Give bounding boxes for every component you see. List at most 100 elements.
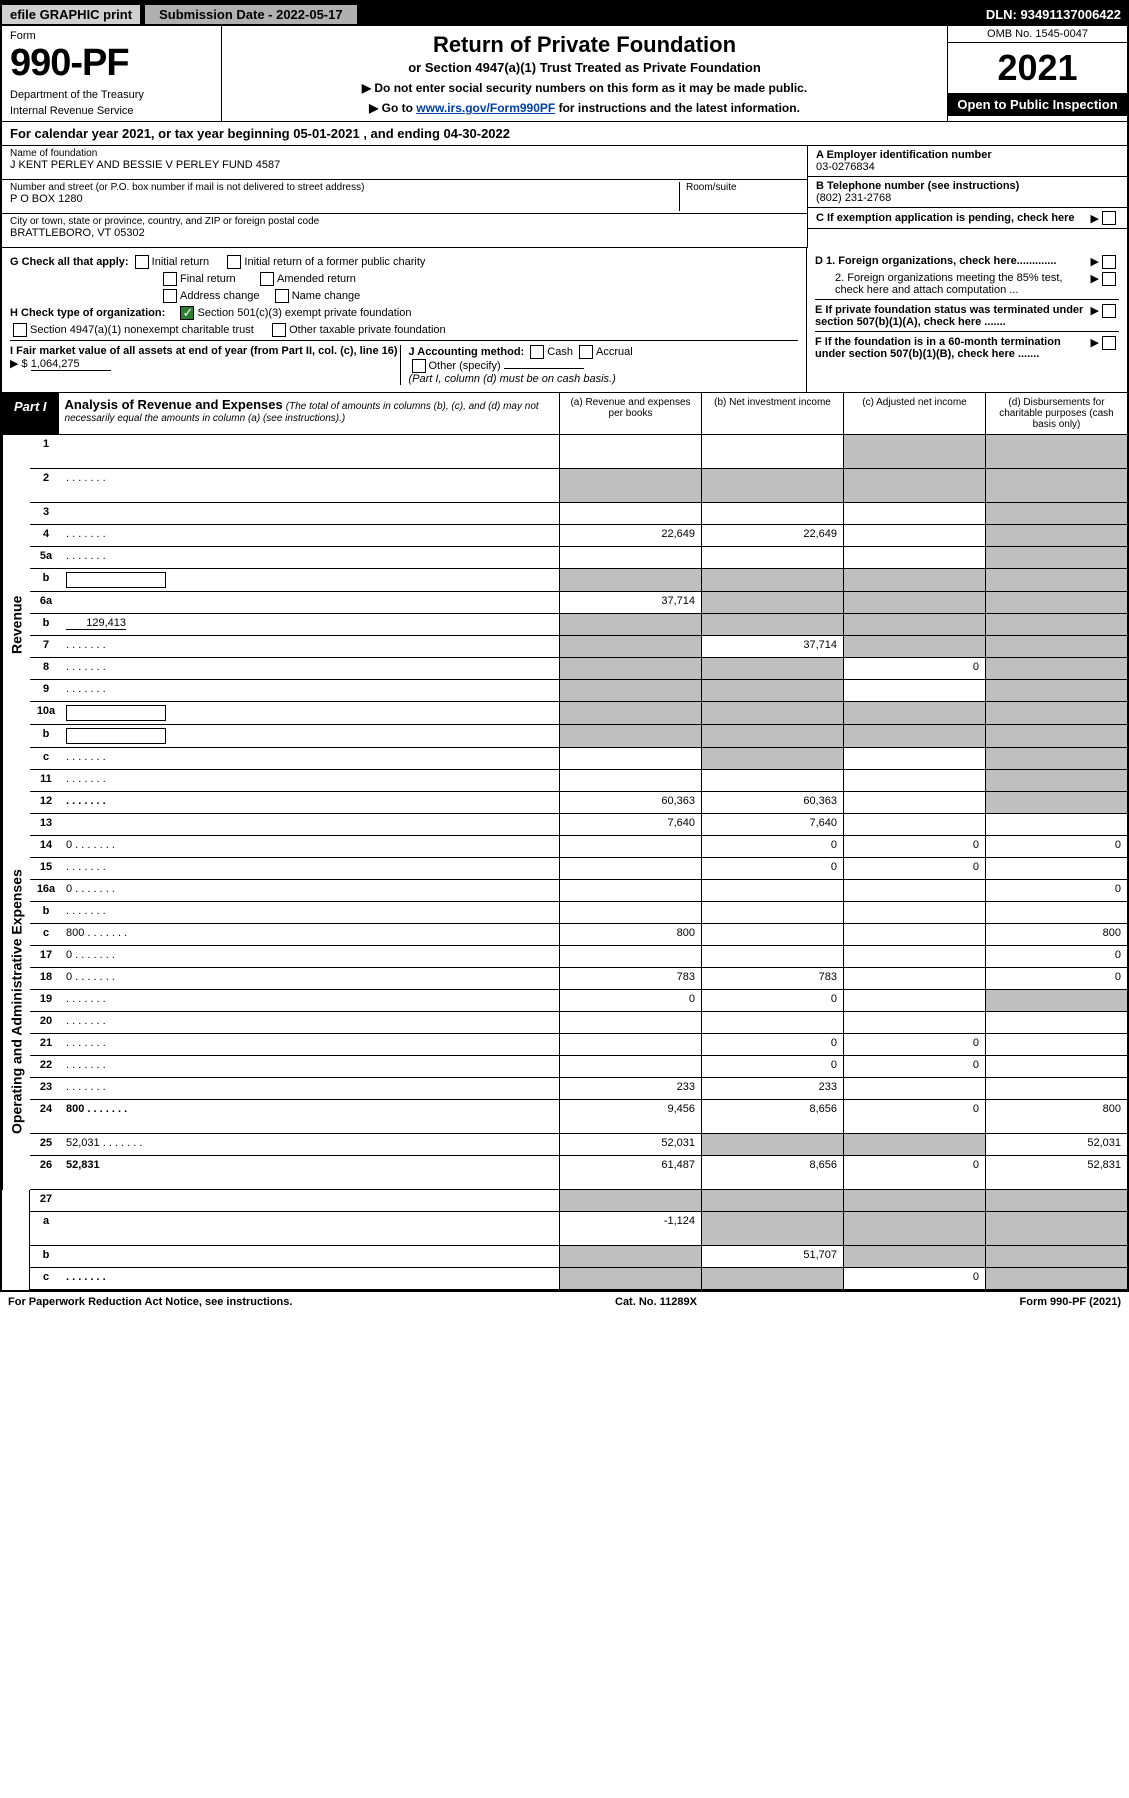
amount-col-b bbox=[701, 880, 843, 901]
amount-col-d: 0 bbox=[985, 968, 1127, 989]
f-checkbox[interactable] bbox=[1102, 336, 1116, 350]
j-other-checkbox[interactable] bbox=[412, 359, 426, 373]
foundation-name: J KENT PERLEY AND BESSIE V PERLEY FUND 4… bbox=[10, 159, 799, 171]
h-other-taxable-checkbox[interactable] bbox=[272, 323, 286, 337]
amount-col-a: 52,031 bbox=[559, 1134, 701, 1155]
amount-col-c bbox=[843, 748, 985, 769]
phone: (802) 231-2768 bbox=[816, 192, 1119, 204]
address: P O BOX 1280 bbox=[10, 193, 679, 205]
line-number: 4 bbox=[30, 525, 62, 546]
part1-header-row: Part I Analysis of Revenue and Expenses … bbox=[2, 393, 1127, 435]
amount-col-d bbox=[985, 792, 1127, 813]
table-row: c . . . . . . .0 bbox=[30, 1268, 1127, 1290]
amount-col-d bbox=[985, 469, 1127, 502]
amount-col-c bbox=[843, 814, 985, 835]
line-description: 0 . . . . . . . bbox=[62, 836, 559, 857]
amount-col-a bbox=[559, 569, 701, 591]
amount-col-c: 0 bbox=[843, 1100, 985, 1133]
amount-col-b: 7,640 bbox=[701, 814, 843, 835]
line-description: . . . . . . . bbox=[62, 1034, 559, 1055]
line-description bbox=[62, 592, 559, 613]
amount-col-a bbox=[559, 1056, 701, 1077]
line-description: . . . . . . . bbox=[62, 547, 559, 568]
amount-col-a: 0 bbox=[559, 990, 701, 1011]
amount-col-a bbox=[559, 1246, 701, 1267]
amount-col-b: 233 bbox=[701, 1078, 843, 1099]
amount-col-d bbox=[985, 902, 1127, 923]
line-number: b bbox=[30, 569, 62, 591]
g-initial-former-checkbox[interactable] bbox=[227, 255, 241, 269]
amount-col-c bbox=[843, 990, 985, 1011]
amount-col-b bbox=[701, 702, 843, 724]
irs-link[interactable]: www.irs.gov/Form990PF bbox=[416, 101, 555, 115]
line-description: . . . . . . . bbox=[62, 1268, 559, 1289]
table-row: 7 . . . . . . .37,714 bbox=[30, 636, 1127, 658]
line-description: . . . . . . . bbox=[62, 770, 559, 791]
c-exemption-checkbox[interactable] bbox=[1102, 211, 1116, 225]
amount-col-b: 37,714 bbox=[701, 636, 843, 657]
d2-checkbox[interactable] bbox=[1102, 272, 1116, 286]
h-4947-checkbox[interactable] bbox=[13, 323, 27, 337]
line-description bbox=[62, 503, 559, 524]
g-amended-checkbox[interactable] bbox=[260, 272, 274, 286]
g-initial-return-checkbox[interactable] bbox=[135, 255, 149, 269]
f-label: F If the foundation is in a 60-month ter… bbox=[815, 336, 1091, 360]
amount-col-d bbox=[985, 1268, 1127, 1289]
address-label: Number and street (or P.O. box number if… bbox=[10, 182, 679, 193]
amount-col-a: 783 bbox=[559, 968, 701, 989]
part1-label: Part I bbox=[2, 393, 59, 434]
amount-col-b: 8,656 bbox=[701, 1156, 843, 1189]
amount-col-d bbox=[985, 658, 1127, 679]
goto-instructions: ▶ Go to www.irs.gov/Form990PF for instru… bbox=[232, 101, 937, 115]
amount-col-a bbox=[559, 880, 701, 901]
form-subtitle: or Section 4947(a)(1) Trust Treated as P… bbox=[232, 60, 937, 75]
amount-col-c bbox=[843, 1190, 985, 1211]
line-description bbox=[62, 1212, 559, 1245]
amount-col-b bbox=[701, 469, 843, 502]
d1-checkbox[interactable] bbox=[1102, 255, 1116, 269]
amount-col-d bbox=[985, 503, 1127, 524]
j-accrual-checkbox[interactable] bbox=[579, 345, 593, 359]
omb-number: OMB No. 1545-0047 bbox=[948, 26, 1127, 43]
amount-col-b bbox=[701, 1268, 843, 1289]
g-address-change-checkbox[interactable] bbox=[163, 289, 177, 303]
amount-col-c bbox=[843, 1134, 985, 1155]
line-number: b bbox=[30, 614, 62, 635]
line-description bbox=[62, 814, 559, 835]
line-number: 12 bbox=[30, 792, 62, 813]
amount-col-d bbox=[985, 1078, 1127, 1099]
amount-col-c: 0 bbox=[843, 1156, 985, 1189]
amount-col-b bbox=[701, 725, 843, 747]
h-501c3-checkbox[interactable] bbox=[180, 306, 194, 320]
ein-label: A Employer identification number bbox=[816, 149, 1119, 161]
table-row: 6a37,714 bbox=[30, 592, 1127, 614]
line-description: . . . . . . . bbox=[62, 1056, 559, 1077]
amount-col-d: 0 bbox=[985, 836, 1127, 857]
table-row: 11 . . . . . . . bbox=[30, 770, 1127, 792]
line-description bbox=[62, 725, 559, 747]
line-description: 0 . . . . . . . bbox=[62, 946, 559, 967]
table-row: 5a . . . . . . . bbox=[30, 547, 1127, 569]
amount-col-c bbox=[843, 1078, 985, 1099]
line-number: 3 bbox=[30, 503, 62, 524]
i-fmv-value: 1,064,275 bbox=[31, 358, 111, 371]
table-row: 180 . . . . . . .7837830 bbox=[30, 968, 1127, 990]
amount-col-d bbox=[985, 770, 1127, 791]
line-number: 11 bbox=[30, 770, 62, 791]
amount-col-c: 0 bbox=[843, 658, 985, 679]
amount-col-c bbox=[843, 725, 985, 747]
amount-col-a bbox=[559, 503, 701, 524]
g-name-change-checkbox[interactable] bbox=[275, 289, 289, 303]
table-row: a-1,124 bbox=[30, 1212, 1127, 1246]
arrow-icon: ▶ bbox=[1091, 212, 1099, 225]
amount-col-a: 22,649 bbox=[559, 525, 701, 546]
j-cash-checkbox[interactable] bbox=[530, 345, 544, 359]
amount-col-b bbox=[701, 1134, 843, 1155]
table-row: 16a0 . . . . . . .0 bbox=[30, 880, 1127, 902]
e-checkbox[interactable] bbox=[1102, 304, 1116, 318]
amount-col-d: 0 bbox=[985, 880, 1127, 901]
j-accounting-label: J Accounting method: bbox=[409, 346, 525, 358]
dln: DLN: 93491137006422 bbox=[986, 7, 1127, 22]
g-final-return-checkbox[interactable] bbox=[163, 272, 177, 286]
amount-col-c bbox=[843, 702, 985, 724]
